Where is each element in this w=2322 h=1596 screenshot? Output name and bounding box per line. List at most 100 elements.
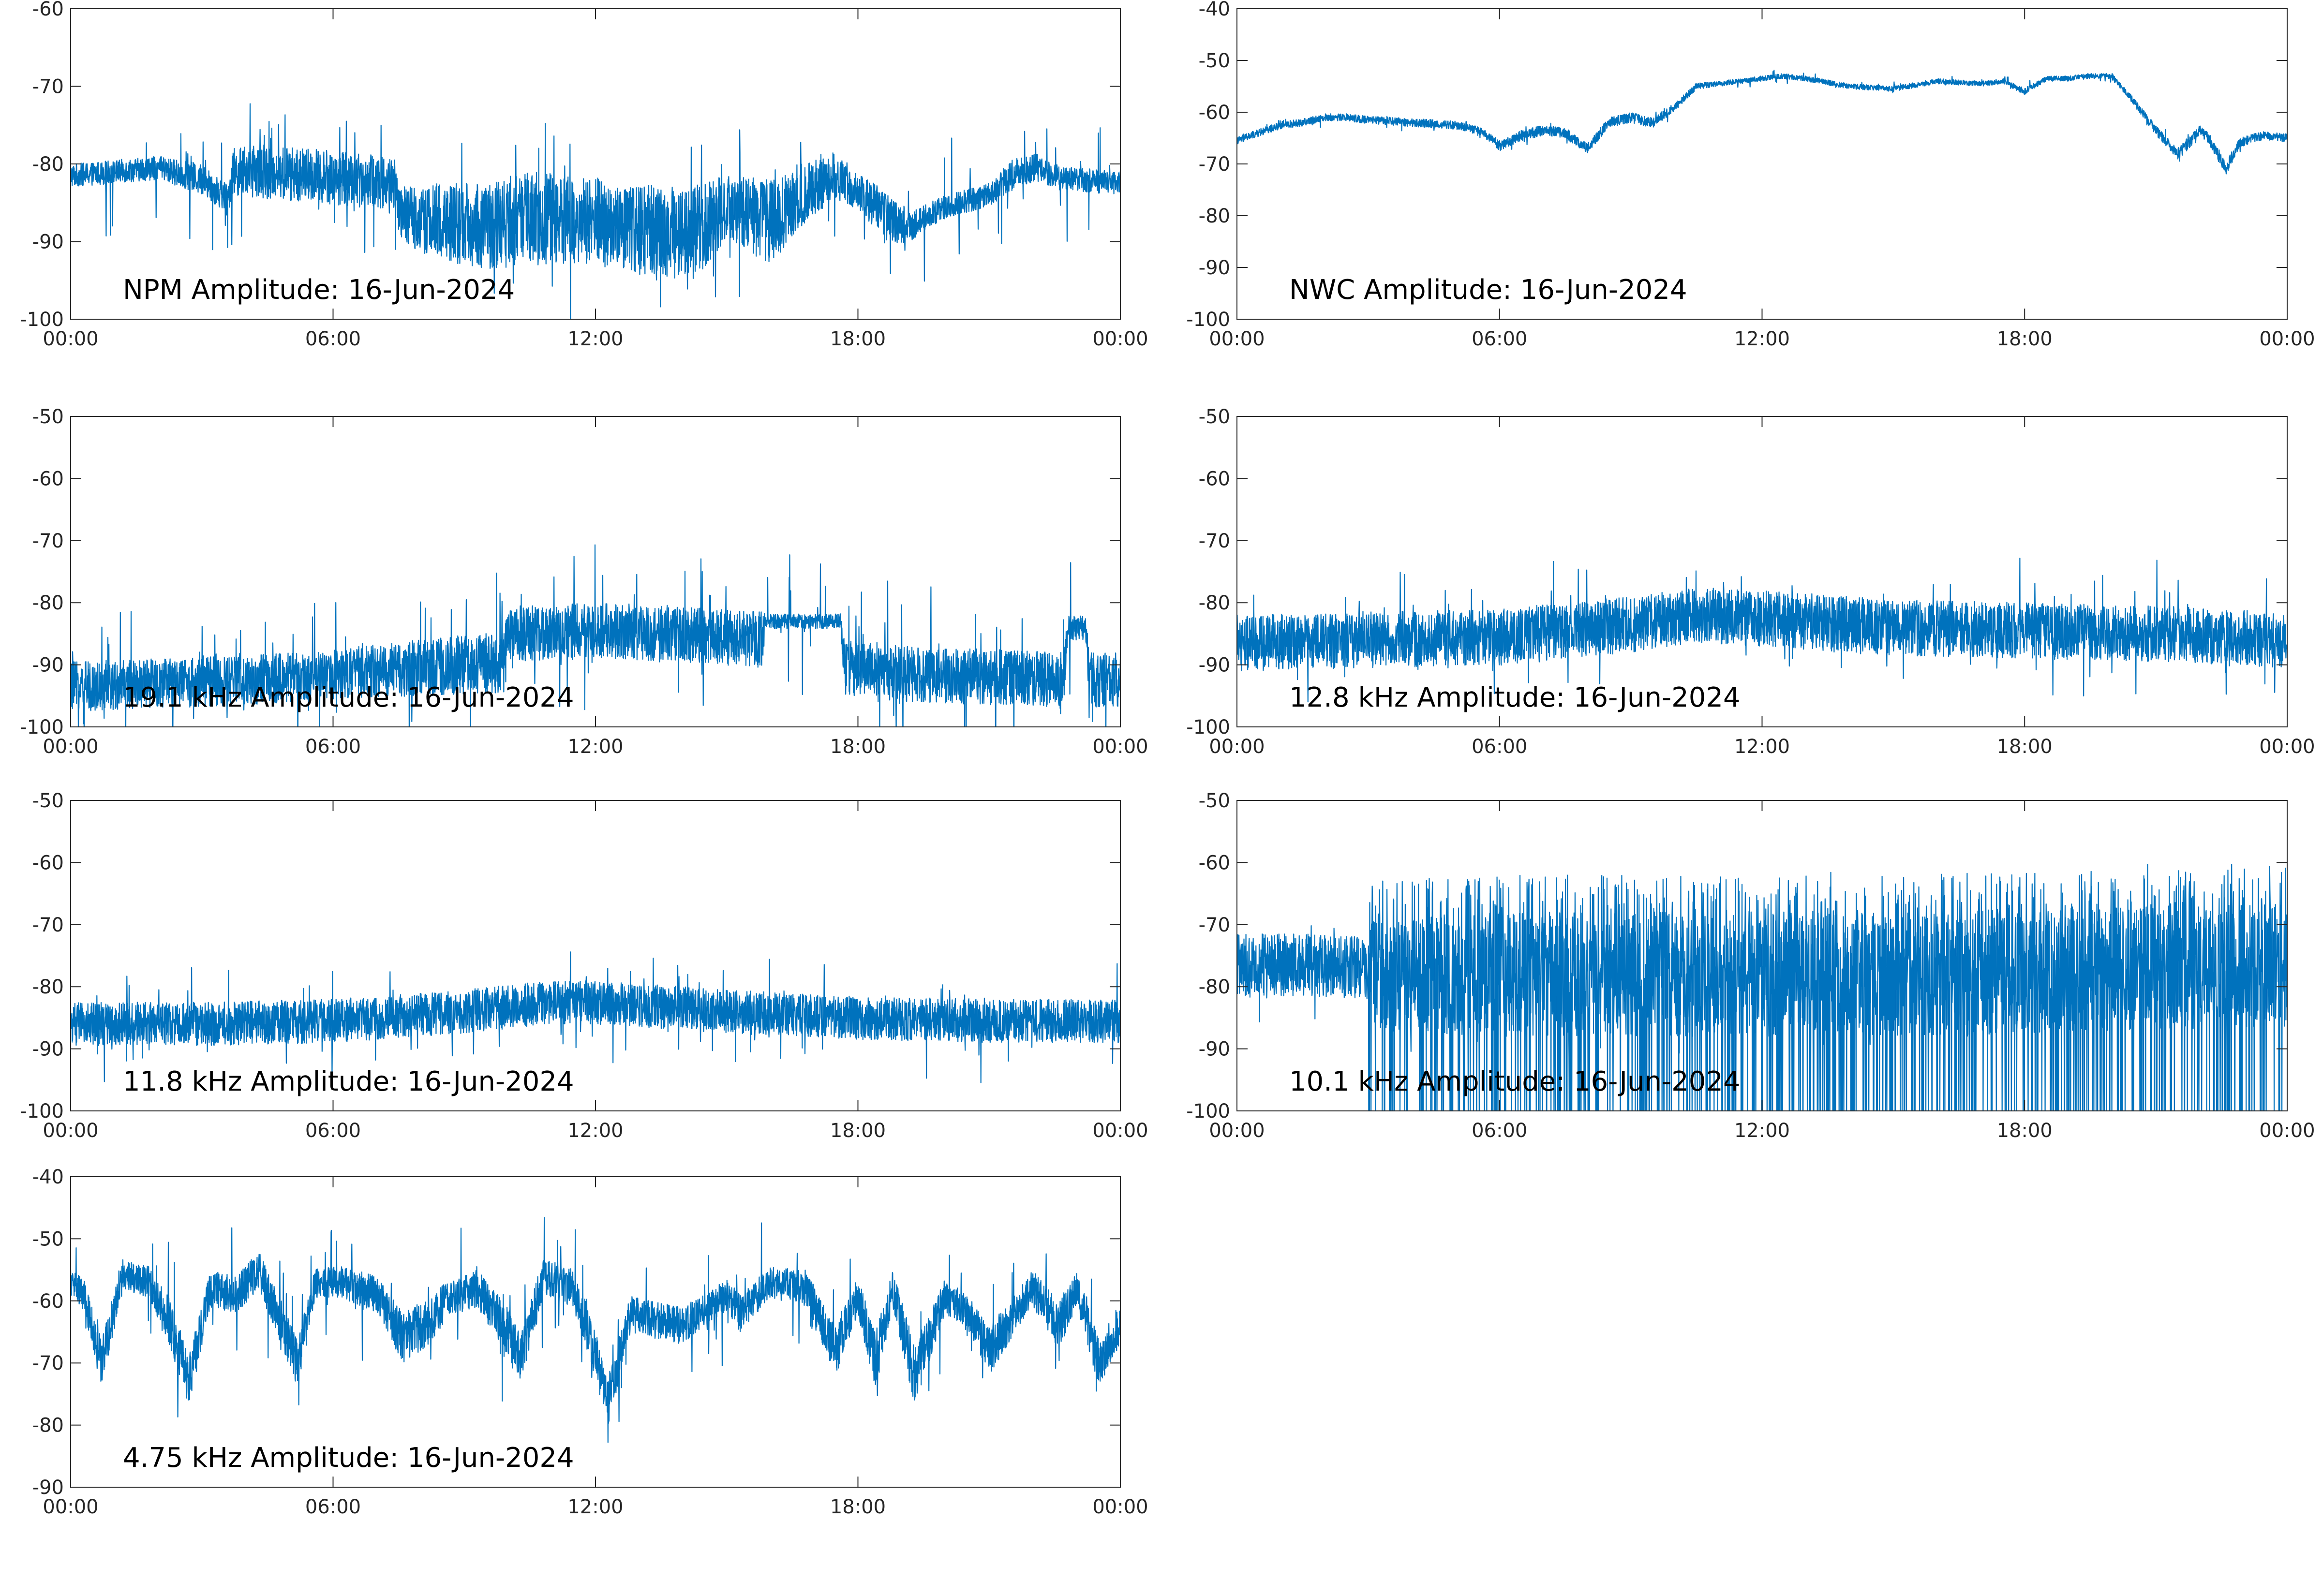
x-tick-label: 06:00 (305, 328, 361, 350)
x-tick-label: 06:00 (305, 1120, 361, 1142)
y-tick-label: -70 (1199, 530, 1230, 552)
x-tick-label: 12:00 (567, 736, 623, 758)
plot-area (71, 9, 1120, 319)
y-tick-label: -90 (1199, 1038, 1230, 1061)
x-tick-label: 12:00 (567, 328, 623, 350)
y-tick-label: -80 (1199, 976, 1230, 998)
data-series-line (1237, 70, 2287, 175)
x-tick-label: 18:00 (1997, 736, 2053, 758)
x-tick-label: 00:00 (43, 328, 98, 350)
panel-1: 00:00 06:00 12:00 18:00 00:00-100-90-80-70-6… (20, 0, 1148, 350)
panel-3: 00:00 06:00 12:00 18:00 00:00-100-90-80-70-6… (20, 406, 1148, 758)
x-tick-label: 18:00 (1997, 328, 2053, 350)
y-tick-label: -90 (32, 231, 64, 253)
y-tick-label: -70 (32, 1352, 64, 1374)
y-tick-label: -80 (1199, 592, 1230, 614)
x-tick-label: 18:00 (1997, 1120, 2053, 1142)
y-tick-label: -90 (32, 1038, 64, 1061)
y-tick-label: -100 (1186, 716, 1230, 739)
x-tick-label: 00:00 (43, 1120, 98, 1142)
x-tick-label: 12:00 (1734, 736, 1790, 758)
y-tick-label: -100 (1186, 1100, 1230, 1123)
y-tick-label: -60 (32, 0, 64, 20)
panel-7: 00:00 06:00 12:00 18:00 00:00-90-80-70-60-50… (32, 1166, 1148, 1518)
panel-annotation: NPM Amplitude: 16-Jun-2024 (123, 274, 515, 306)
panel-annotation: 10.1 kHz Amplitude: 16-Jun-2024 (1289, 1066, 1741, 1097)
y-tick-label: -50 (32, 790, 64, 812)
x-tick-label: 06:00 (1472, 328, 1527, 350)
x-tick-label: 12:00 (567, 1120, 623, 1142)
x-tick-label: 12:00 (1734, 328, 1790, 350)
y-tick-label: -60 (1199, 102, 1230, 124)
y-tick-label: -50 (1199, 50, 1230, 72)
x-tick-label: 00:00 (2259, 328, 2315, 350)
x-tick-label: 00:00 (2259, 1120, 2315, 1142)
y-tick-label: -60 (1199, 468, 1230, 490)
x-tick-label: 18:00 (830, 328, 886, 350)
x-tick-label: 00:00 (1092, 328, 1148, 350)
x-tick-label: 12:00 (1734, 1120, 1790, 1142)
y-tick-label: -80 (32, 153, 64, 176)
x-tick-label: 00:00 (1092, 1496, 1148, 1518)
x-tick-label: 18:00 (830, 1120, 886, 1142)
y-tick-label: -50 (32, 1228, 64, 1250)
panel-annotation: 19.1 kHz Amplitude: 16-Jun-2024 (123, 682, 574, 713)
y-tick-label: -100 (20, 309, 64, 331)
y-tick-label: -80 (32, 1415, 64, 1437)
y-tick-label: -60 (32, 1290, 64, 1313)
y-tick-label: -80 (32, 592, 64, 614)
plot-area (71, 1177, 1120, 1487)
x-tick-label: 00:00 (43, 1496, 98, 1518)
plot-area (1237, 9, 2287, 319)
y-tick-label: -70 (1199, 153, 1230, 176)
x-tick-label: 00:00 (2259, 736, 2315, 758)
y-tick-label: -50 (1199, 790, 1230, 812)
y-tick-label: -80 (32, 976, 64, 998)
y-tick-label: -40 (1199, 0, 1230, 20)
y-tick-label: -60 (32, 852, 64, 874)
y-tick-label: -100 (1186, 309, 1230, 331)
y-tick-label: -70 (32, 914, 64, 936)
x-tick-label: 00:00 (1092, 1120, 1148, 1142)
y-tick-label: -60 (1199, 852, 1230, 874)
x-tick-label: 06:00 (305, 736, 361, 758)
x-tick-label: 00:00 (43, 736, 98, 758)
y-tick-label: -60 (32, 468, 64, 490)
plot-area (71, 800, 1120, 1111)
x-tick-label: 00:00 (1092, 736, 1148, 758)
panel-annotation: 11.8 kHz Amplitude: 16-Jun-2024 (123, 1066, 574, 1097)
data-series-line (71, 951, 1120, 1083)
y-tick-label: -90 (1199, 257, 1230, 279)
x-tick-label: 18:00 (830, 736, 886, 758)
y-tick-label: -90 (32, 1477, 64, 1499)
y-tick-label: -90 (32, 654, 64, 677)
y-tick-label: -70 (32, 530, 64, 552)
data-series-line (71, 544, 1120, 727)
y-tick-label: -80 (1199, 205, 1230, 227)
panel-annotation: 12.8 kHz Amplitude: 16-Jun-2024 (1289, 682, 1741, 713)
y-tick-label: -70 (32, 76, 64, 98)
y-tick-label: -90 (1199, 654, 1230, 677)
panel-annotation: 4.75 kHz Amplitude: 16-Jun-2024 (123, 1442, 574, 1474)
panel-4: 00:00 06:00 12:00 18:00 00:00-100-90-80-70-6… (1186, 406, 2315, 758)
x-tick-label: 18:00 (830, 1496, 886, 1518)
x-tick-label: 06:00 (305, 1496, 361, 1518)
data-series-line (1237, 864, 2287, 1111)
y-tick-label: -70 (1199, 914, 1230, 936)
x-tick-label: 06:00 (1472, 1120, 1527, 1142)
y-tick-label: -40 (32, 1166, 64, 1188)
x-tick-label: 00:00 (1209, 328, 1265, 350)
plot-area (1237, 416, 2287, 727)
data-series-line (71, 1217, 1120, 1443)
y-tick-label: -100 (20, 1100, 64, 1123)
panel-5: 00:00 06:00 12:00 18:00 00:00-100-90-80-70-6… (20, 790, 1148, 1142)
panel-2: 00:00 06:00 12:00 18:00 00:00-100-90-80-70-6… (1186, 0, 2315, 350)
panel-annotation: NWC Amplitude: 16-Jun-2024 (1289, 274, 1687, 306)
x-tick-label: 06:00 (1472, 736, 1527, 758)
y-tick-label: -50 (32, 406, 64, 428)
x-tick-label: 00:00 (1209, 736, 1265, 758)
panel-6: 00:00 06:00 12:00 18:00 00:00-100-90-80-70-6… (1186, 790, 2315, 1142)
x-tick-label: 12:00 (567, 1496, 623, 1518)
x-tick-label: 00:00 (1209, 1120, 1265, 1142)
